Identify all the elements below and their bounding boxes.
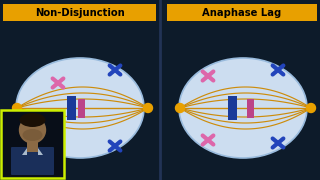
Ellipse shape xyxy=(20,113,45,127)
FancyBboxPatch shape xyxy=(27,140,38,152)
Text: Anaphase Lag: Anaphase Lag xyxy=(202,8,282,17)
FancyBboxPatch shape xyxy=(1,110,64,178)
Circle shape xyxy=(20,117,45,143)
FancyBboxPatch shape xyxy=(11,147,54,175)
Bar xyxy=(246,98,253,118)
FancyBboxPatch shape xyxy=(167,4,317,21)
Text: Non-Disjunction: Non-Disjunction xyxy=(35,8,124,17)
Circle shape xyxy=(307,103,316,112)
FancyBboxPatch shape xyxy=(3,4,156,21)
Ellipse shape xyxy=(179,58,307,158)
Ellipse shape xyxy=(22,129,43,141)
Ellipse shape xyxy=(16,58,144,158)
Polygon shape xyxy=(38,148,43,155)
Circle shape xyxy=(143,103,153,112)
Circle shape xyxy=(12,103,21,112)
Bar xyxy=(77,98,84,118)
Polygon shape xyxy=(22,148,27,155)
Bar xyxy=(67,96,76,120)
Circle shape xyxy=(175,103,185,112)
FancyBboxPatch shape xyxy=(3,112,62,176)
Bar xyxy=(228,96,236,120)
